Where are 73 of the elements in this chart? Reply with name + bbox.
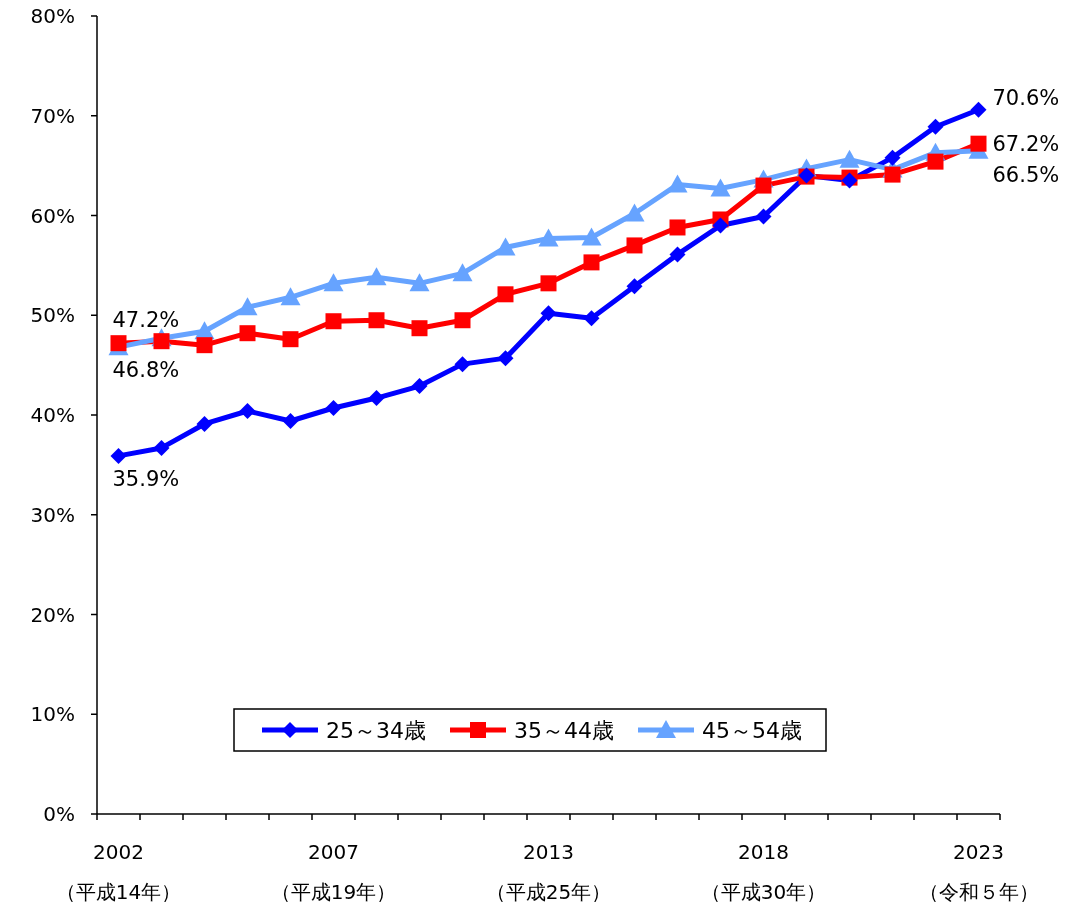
point — [712, 217, 729, 234]
point — [540, 275, 557, 292]
point — [280, 287, 301, 306]
point — [538, 228, 559, 247]
point — [540, 305, 557, 322]
point — [153, 439, 170, 456]
point — [839, 149, 860, 168]
point — [927, 153, 944, 170]
point — [970, 135, 987, 152]
point — [927, 118, 944, 135]
x-tick-label: 2002 （平成14年） — [55, 840, 182, 902]
data-label: 67.2% — [992, 131, 1060, 156]
point — [323, 273, 344, 292]
point — [368, 312, 385, 329]
point — [452, 263, 473, 282]
point — [239, 325, 256, 342]
data-label: 35.9% — [112, 466, 180, 491]
point — [583, 254, 600, 271]
point — [667, 174, 688, 193]
legend-label: 35～44歳 — [514, 718, 614, 743]
point — [237, 297, 258, 316]
point — [970, 101, 987, 118]
y-tick-label: 10% — [30, 702, 75, 727]
y-tick-label: 0% — [43, 802, 75, 826]
y-tick-label: 60% — [30, 203, 75, 228]
point — [497, 286, 514, 303]
legend-label: 25～34歳 — [326, 718, 426, 743]
point — [368, 390, 385, 407]
point — [626, 237, 643, 254]
point — [626, 278, 643, 295]
y-tick-label: 30% — [30, 502, 75, 527]
point — [669, 246, 686, 263]
point — [669, 219, 686, 236]
y-tick-label: 80% — [30, 4, 75, 28]
y-tick-label: 70% — [30, 103, 75, 128]
x-tick-label: 2023 （令和５年） — [918, 840, 1039, 902]
legend-label: 45～54歳 — [702, 718, 802, 743]
point — [411, 320, 428, 337]
point — [710, 178, 731, 197]
point — [755, 208, 772, 225]
data-label: 46.8% — [112, 358, 180, 383]
point — [409, 273, 430, 292]
x-tick-label: 2013 （平成25年） — [485, 840, 612, 902]
point — [454, 356, 471, 373]
point — [624, 203, 645, 222]
point — [325, 313, 342, 330]
data-label: 47.2% — [112, 308, 180, 333]
y-tick-label: 40% — [30, 403, 75, 427]
y-tick-label: 50% — [30, 303, 75, 328]
point — [497, 350, 514, 367]
point — [110, 447, 127, 464]
point — [755, 177, 772, 194]
point — [325, 400, 342, 417]
point — [239, 403, 256, 420]
point — [581, 227, 602, 246]
point — [282, 331, 299, 348]
point — [196, 337, 213, 354]
point — [495, 237, 516, 256]
point — [884, 166, 901, 183]
point — [110, 335, 127, 352]
x-tick-label: 2018 （平成30年） — [700, 840, 827, 902]
data-label: 66.5% — [992, 162, 1060, 187]
y-tick-label: 20% — [30, 602, 75, 627]
point — [196, 415, 213, 432]
point — [411, 378, 428, 395]
point — [454, 312, 471, 329]
point — [282, 412, 299, 429]
point — [583, 310, 600, 327]
point — [366, 267, 387, 286]
point — [884, 149, 901, 166]
point — [153, 333, 170, 350]
data-label: 70.6% — [992, 85, 1060, 110]
x-tick-label: 2007 （平成19年） — [270, 840, 397, 902]
